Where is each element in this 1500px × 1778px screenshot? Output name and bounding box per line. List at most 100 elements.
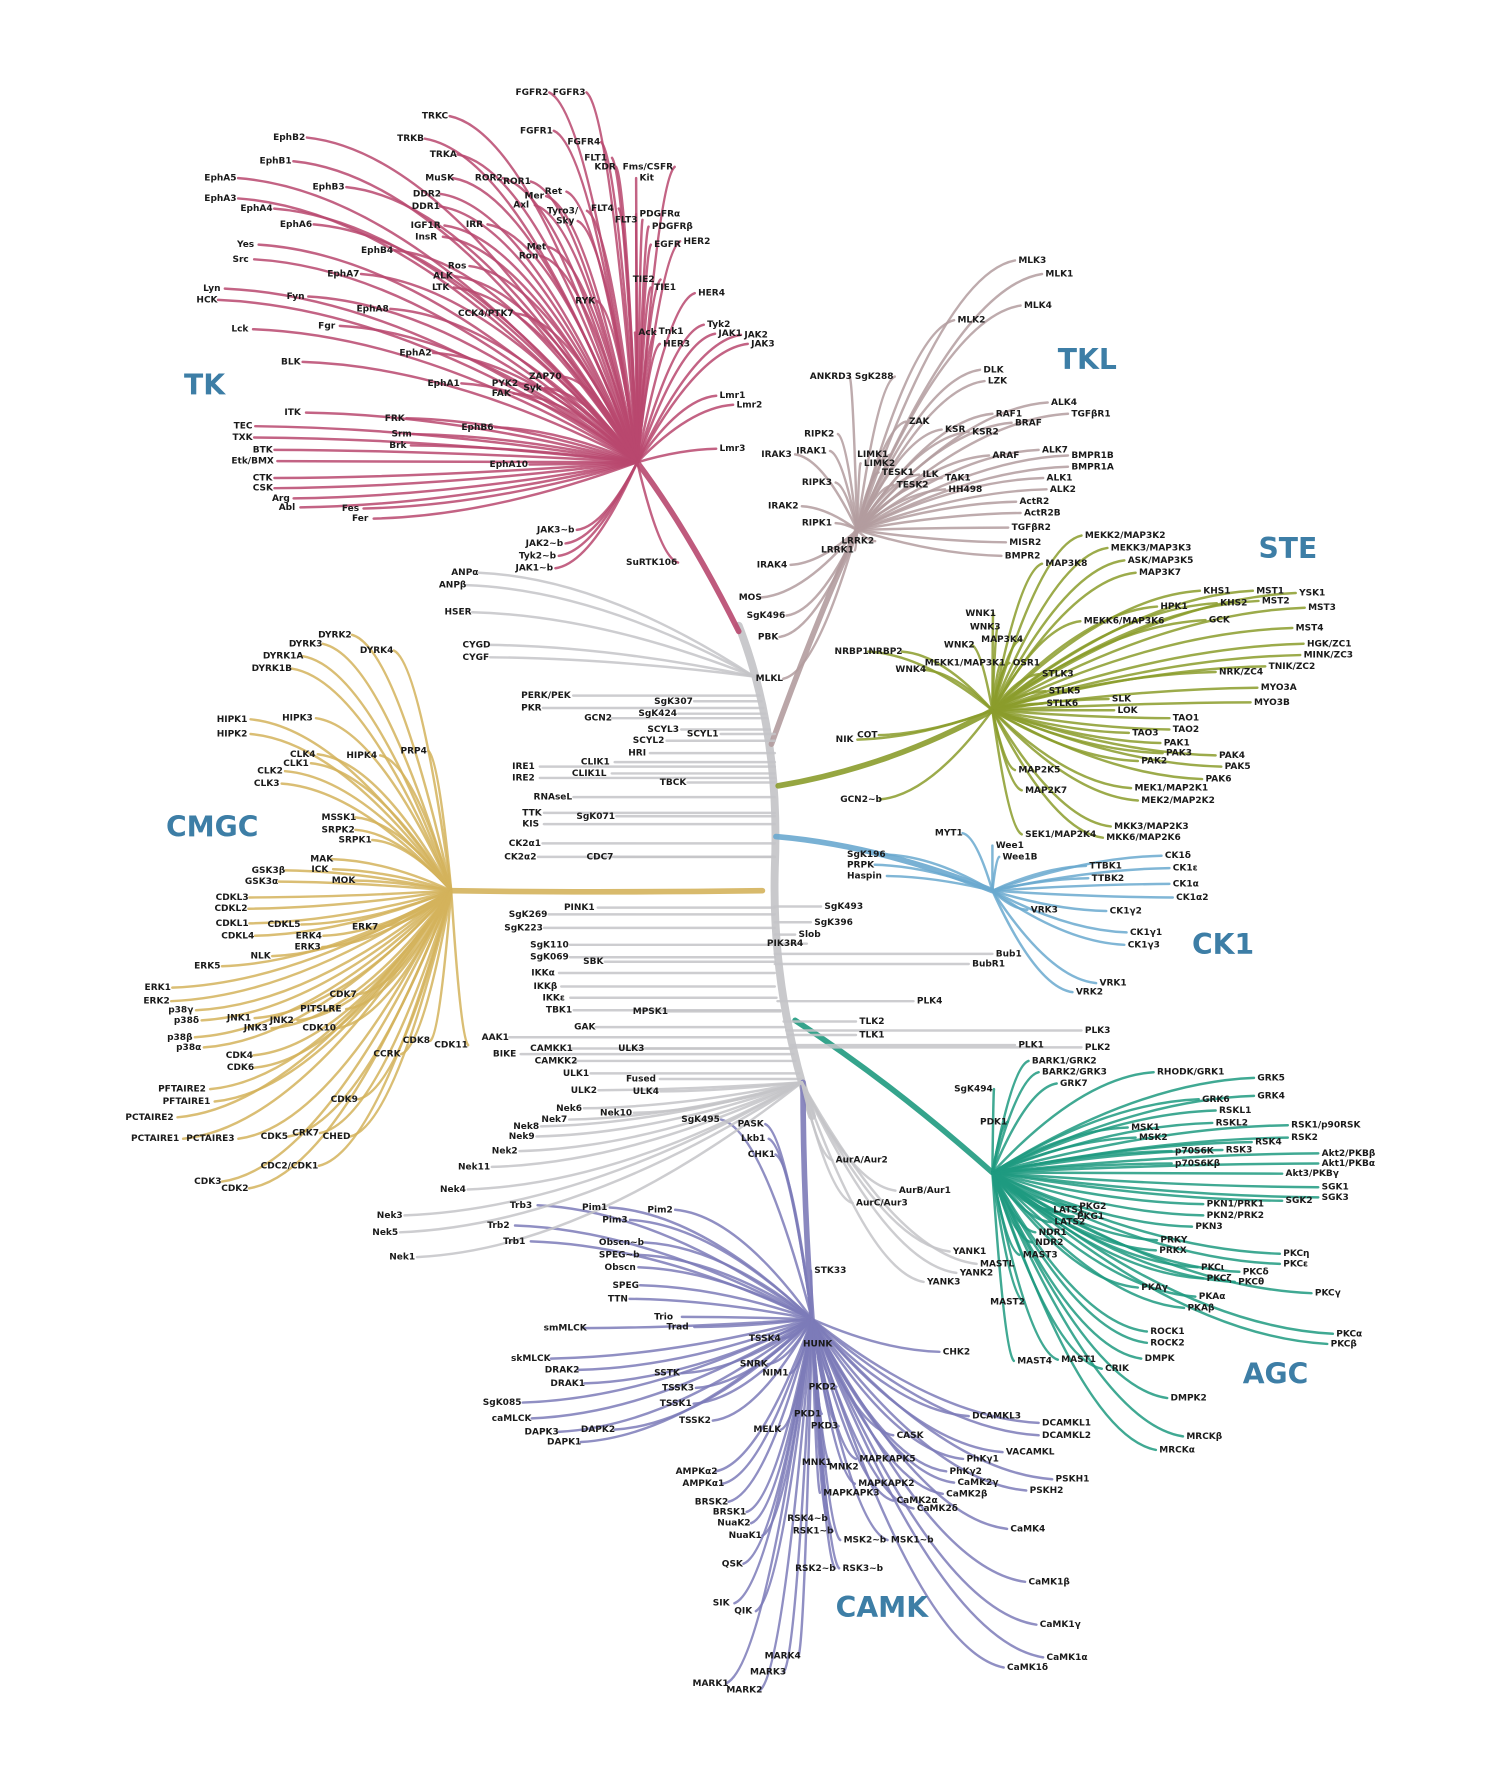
kinase-label: Tnk1 (659, 327, 684, 337)
kinase-label: CASK (897, 1431, 925, 1441)
kinase-branch (991, 709, 1171, 720)
kinase-label: JAK2~b (525, 539, 564, 549)
kinase-branch (855, 483, 895, 532)
kinase-label: Bub1 (996, 949, 1022, 959)
kinase-branch (585, 91, 639, 464)
kinase-branch (991, 1171, 1016, 1363)
kinase-label: EphB6 (461, 423, 493, 433)
kinase-label: RYK (575, 297, 596, 307)
kinase-label: TAO1 (1173, 714, 1199, 724)
kinase-label: MST4 (1296, 623, 1324, 633)
kinase-label: CAMKK1 (530, 1044, 573, 1054)
kinase-label: JAK3 (750, 339, 775, 349)
kinase-branch (617, 207, 639, 464)
kinase-branch (991, 1171, 1284, 1175)
kinase-branch (393, 249, 639, 464)
kinase-label: Nek1 (389, 1253, 415, 1263)
kinase-branch (636, 394, 718, 464)
kinase-label: Trb1 (503, 1237, 525, 1247)
kinase-branch (247, 889, 453, 1190)
kinase-branch (714, 1317, 814, 1473)
kinase-branch (991, 1171, 1060, 1361)
kinase-label: BRSK2 (695, 1497, 729, 1507)
kinase-label: Ron (519, 251, 539, 261)
kinase-branch (810, 1317, 1009, 1531)
kinase-label: SLK (1112, 695, 1132, 705)
kinase-label: TTK (522, 808, 542, 818)
kinase-branch (991, 1171, 1026, 1304)
kinase-label: PhKγ2 (950, 1467, 982, 1477)
kinase-label: MAP2K7 (1025, 786, 1067, 796)
kinase-label: DMPK2 (1171, 1394, 1207, 1404)
kinase-label: Lmr3 (720, 444, 746, 454)
kinase-label: SPEG~b (599, 1250, 640, 1260)
kinase-branch (855, 476, 943, 532)
kinase-label: PFTAIRE1 (163, 1097, 211, 1107)
kinase-branch (557, 1317, 814, 1434)
kinase-label: RSK2 (1291, 1133, 1318, 1143)
kinase-label: DAPK3 (525, 1427, 559, 1437)
kinase-branch (512, 392, 639, 464)
kinase-label: HUNK (803, 1339, 833, 1349)
kinase-branch (991, 670, 1217, 712)
kinase-label: CK1α2 (1176, 893, 1208, 903)
kinase-label: HIPK4 (346, 751, 377, 761)
kinase-label: EphA7 (327, 269, 359, 279)
kinase-branch (991, 1171, 1282, 1255)
kinase-label: ActR2 (1019, 497, 1049, 507)
kinase-label: TAO2 (1173, 725, 1199, 735)
kinase-branch (349, 889, 453, 1138)
kinase-label: EphA1 (428, 379, 460, 389)
kinase-label: FLT1 (584, 153, 607, 163)
kinase-label: JAK3~b (536, 525, 575, 535)
kinase-label: RSKL1 (1219, 1106, 1251, 1116)
kinase-branch (680, 1315, 814, 1321)
kinase-branch (518, 1081, 804, 1153)
kinase-label: MSK1 (1131, 1123, 1160, 1133)
kinase-label: MPSK1 (633, 1007, 668, 1017)
kinase-label: Trio (654, 1312, 673, 1322)
kinase-branch (855, 471, 880, 532)
kinase-label: CLK2 (257, 767, 283, 777)
kinase-label: EphA4 (240, 204, 272, 214)
kinase-label: LIMK2 (864, 459, 895, 469)
kinase-label: MEKK3/MAP3K3 (1111, 543, 1192, 553)
kinase-label: MSSK1 (322, 813, 357, 823)
kinase-label: Akt2/PKBβ (1322, 1149, 1376, 1159)
kinase-label: JNK2 (269, 1016, 294, 1026)
ste-group-branch (775, 707, 996, 789)
kinase-label: Axl (513, 201, 529, 211)
kinase-label: PKCβ (1331, 1339, 1358, 1349)
kinase-branch (991, 1171, 1320, 1199)
kinase-label: PASK (738, 1120, 765, 1130)
kinase-label: PKCδ (1243, 1267, 1269, 1277)
kinase-branch (273, 448, 639, 464)
kinase-label: EphA5 (204, 174, 236, 184)
kinase-label: RIPK3 (802, 478, 832, 488)
kinase-label: KHS1 (1203, 586, 1230, 596)
kinase-branch (797, 1317, 814, 1658)
kinase-label: NRK/ZC4 (1219, 667, 1263, 677)
kinase-branch (991, 591, 1297, 712)
kinase-branch (991, 672, 1040, 712)
kinase-label: PKCα (1336, 1329, 1362, 1339)
kinase-label: CK1δ (1165, 851, 1191, 861)
kinase-label: Yes (236, 240, 254, 250)
kinase-label: LATS2 (1054, 1218, 1085, 1228)
kinase-label: TNIK/ZC2 (1269, 662, 1316, 672)
kinase-label: DYRK3 (289, 639, 323, 649)
kinase-label: CaMK2δ (917, 1504, 958, 1514)
kinase-label: MNK2 (829, 1462, 859, 1472)
kinase-branch (873, 863, 994, 892)
kinase-branch (810, 1317, 1027, 1584)
kinase-label: SRPK2 (322, 825, 355, 835)
kinase-branch (398, 1081, 804, 1234)
kinase-label: Nek10 (600, 1108, 632, 1118)
kinase-label: CDK9 (331, 1095, 358, 1105)
kinase-branch (292, 461, 639, 500)
kinase-branch (216, 298, 639, 464)
kinase-label: FGFR3 (553, 88, 586, 98)
kinase-label: PDGFRα (640, 210, 681, 220)
kinase-branch (636, 286, 653, 464)
